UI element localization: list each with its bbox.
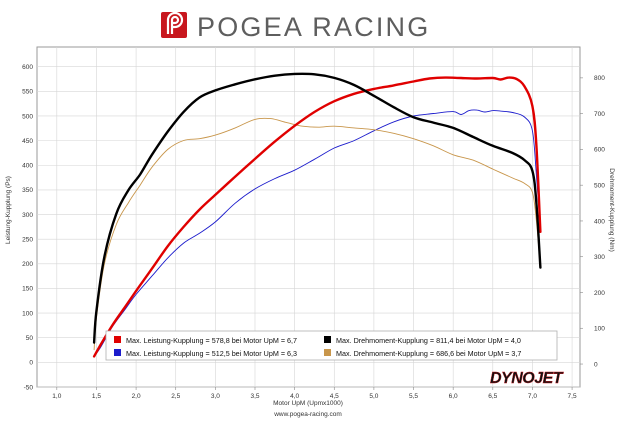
y-right-tick-label: 0	[594, 361, 598, 368]
series-line	[93, 117, 541, 351]
pogea-logo-badge	[161, 12, 187, 38]
y-right-tick-label: 200	[594, 290, 605, 297]
y-left-tick-label: 300	[22, 212, 33, 219]
legend: Max. Leistung-Kupplung = 578,8 bei Motor…	[105, 330, 558, 361]
legend-swatch-tan	[324, 349, 331, 356]
y-right-tick-label: 600	[594, 147, 605, 154]
x-tick-label: 7,5	[568, 393, 577, 400]
y-right-tick-label: 500	[594, 182, 605, 189]
y-right-tick-label: 800	[594, 75, 605, 82]
legend-entry: Max. Leistung-Kupplung = 512,5 bei Motor…	[114, 349, 297, 358]
x-tick-label: 7,0	[528, 393, 537, 400]
y-left-tick-label: 500	[22, 113, 33, 120]
y-left-tick-label: 250	[22, 236, 33, 243]
x-tick-label: 6,5	[488, 393, 497, 400]
pogea-logo-glyph	[166, 11, 184, 34]
legend-swatch-red	[114, 336, 121, 343]
x-tick-label: 4,0	[290, 393, 299, 400]
x-tick-label: 1,0	[52, 393, 61, 400]
x-tick-label: 2,0	[132, 393, 141, 400]
y-left-tick-label: 400	[22, 163, 33, 170]
x-tick-label: 5,5	[409, 393, 418, 400]
x-tick-label: 5,0	[369, 393, 378, 400]
y-right-tick-label: 300	[594, 254, 605, 261]
series-line	[93, 109, 541, 357]
x-tick-label: 4,5	[330, 393, 339, 400]
dynojet-logo: DYNOJET	[490, 370, 564, 387]
legend-text: Max. Leistung-Kupplung = 512,5 bei Motor…	[126, 349, 297, 358]
plot-area	[36, 46, 581, 388]
x-tick-label: 6,0	[449, 393, 458, 400]
legend-entry: Max. Drehmoment-Kupplung = 686,6 bei Mot…	[324, 349, 521, 358]
legend-box	[105, 330, 558, 361]
y-left-tick-label: 150	[22, 286, 33, 293]
pogea-logo: POGEA RACING	[161, 11, 430, 42]
x-axis-ticks: 1,0 1,5 2,0 2,5 3,0 3,5 4,0 4,5 5,0 5,5 6,0 6,5 7,0 7…	[52, 387, 577, 400]
legend-text: Max. Drehmoment-Kupplung = 686,6 bei Mot…	[336, 349, 521, 358]
y-left-tick-label: 0	[29, 360, 33, 367]
y-left-tick-label: 100	[22, 310, 33, 317]
y-right-axis-label: Drehmoment-Kupplung (Nm)	[608, 168, 615, 251]
y-right-tick-label: 700	[594, 111, 605, 118]
legend-entry: Max. Drehmoment-Kupplung = 811,4 bei Mot…	[324, 336, 521, 345]
y-left-axis-ticks: -50 0 50 100 150 200 250 300 350 400 450 500 550 600	[22, 64, 33, 391]
series-line	[92, 72, 542, 344]
y-left-tick-label: 600	[22, 64, 33, 71]
x-tick-label: 3,0	[211, 393, 220, 400]
y-left-tick-label: 50	[26, 335, 34, 342]
y-right-tick-label: 100	[594, 326, 605, 333]
x-tick-label: 2,5	[171, 393, 180, 400]
legend-text: Max. Drehmoment-Kupplung = 811,4 bei Mot…	[336, 336, 521, 345]
y-right-axis-ticks: 0 100 200 300 400 500 600 700 800	[580, 75, 605, 368]
x-tick-label: 1,5	[92, 393, 101, 400]
website-label: www.pogea-racing.com	[273, 411, 342, 418]
y-left-tick-label: 350	[22, 187, 33, 194]
legend-swatch-blue	[114, 349, 121, 356]
legend-swatch-black	[324, 336, 331, 343]
y-left-tick-label: -50	[24, 384, 34, 391]
legend-entry: Max. Leistung-Kupplung = 578,8 bei Motor…	[114, 336, 297, 345]
series-line	[92, 76, 542, 358]
x-axis-label: Motor UpM (Upmx1000)	[273, 400, 343, 407]
series-lines	[92, 72, 542, 358]
legend-text: Max. Leistung-Kupplung = 578,8 bei Motor…	[126, 336, 297, 345]
x-tick-label: 3,5	[250, 393, 259, 400]
y-left-tick-label: 550	[22, 89, 33, 96]
y-left-tick-label: 450	[22, 138, 33, 145]
y-right-tick-label: 400	[594, 218, 605, 225]
brand-name: POGEA RACING	[197, 12, 430, 42]
y-left-axis-label: Leistung-Kupplung (Ps)	[5, 176, 12, 244]
y-left-tick-label: 200	[22, 261, 33, 268]
